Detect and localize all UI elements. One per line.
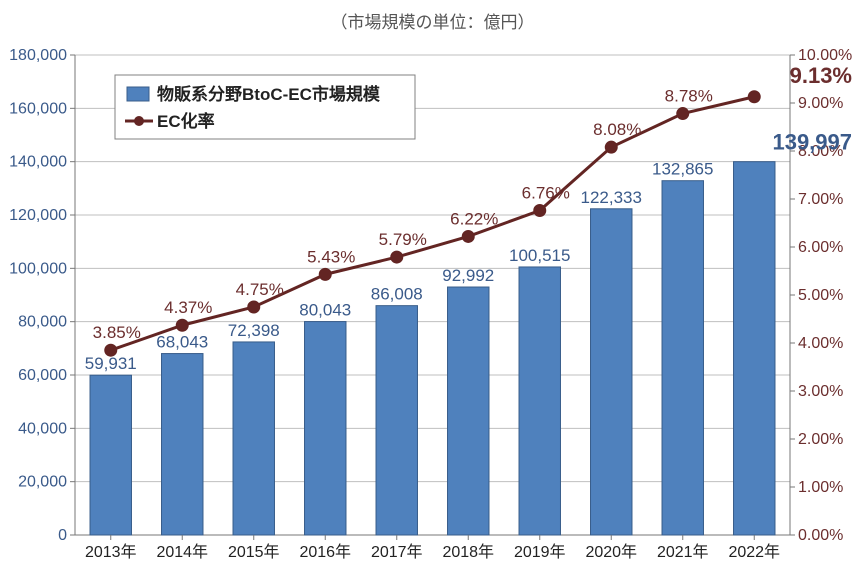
- bar: [662, 181, 703, 535]
- y2-tick-label: 4.00%: [798, 335, 843, 352]
- y1-tick-label: 60,000: [18, 367, 67, 384]
- bar-value-label: 92,992: [442, 266, 494, 285]
- x-tick-label: 2018年: [442, 543, 494, 561]
- bar: [448, 287, 489, 535]
- x-tick-label: 2017年: [371, 543, 423, 561]
- bar-value-label: 72,398: [228, 321, 280, 340]
- x-tick-label: 2021年: [657, 543, 709, 561]
- bar-value-label: 100,515: [509, 246, 570, 265]
- bar: [162, 354, 203, 535]
- line-marker: [391, 251, 403, 263]
- y2-tick-label: 2.00%: [798, 431, 843, 448]
- line-value-label: 4.75%: [236, 280, 284, 299]
- line-value-label: 6.76%: [522, 184, 570, 203]
- bar-value-label: 80,043: [299, 301, 351, 320]
- line-marker: [462, 230, 474, 242]
- line-marker: [534, 205, 546, 217]
- x-tick-label: 2015年: [228, 543, 280, 561]
- y2-tick-label: 3.00%: [798, 383, 843, 400]
- chart-svg: （市場規模の単位：億円） 0 20,000 40,000 60,000 80,000 100…: [0, 0, 856, 573]
- y1-tick-label: 160,000: [9, 100, 67, 117]
- legend-label-bar: 物販系分野BtoC-EC市場規模: [157, 84, 381, 104]
- bar-value-label: 122,333: [581, 188, 642, 207]
- bar-value-label: 68,043: [156, 333, 208, 352]
- chart-container: （市場規模の単位：億円） 0 20,000 40,000 60,000 80,000 100…: [0, 0, 856, 573]
- line-value-label: 5.79%: [379, 230, 427, 249]
- x-tick-label: 2013年: [85, 543, 137, 561]
- line-marker: [176, 319, 188, 331]
- y2-tick-label: 1.00%: [798, 479, 843, 496]
- line-value-label: 6.22%: [450, 209, 498, 228]
- bar-value-label: 86,008: [371, 285, 423, 304]
- y1-tick-label: 120,000: [9, 207, 67, 224]
- bar: [734, 162, 775, 535]
- legend-label-line: EC化率: [157, 111, 215, 131]
- line-marker: [319, 268, 331, 280]
- y2-tick-label: 0.00%: [798, 527, 843, 544]
- line-value-label: 4.37%: [164, 298, 212, 317]
- y1-tick-label: 100,000: [9, 260, 67, 277]
- y1-tick-label: 180,000: [9, 47, 67, 64]
- bar-value-label: 132,865: [652, 160, 713, 179]
- line-value-label-last: 9.13%: [790, 63, 852, 88]
- line-marker: [248, 301, 260, 313]
- bar-value-label: 59,931: [85, 354, 137, 373]
- x-tick-label: 2020年: [585, 543, 637, 561]
- line-value-label: 3.85%: [93, 323, 141, 342]
- y1-tick-label: 140,000: [9, 154, 67, 171]
- legend-swatch-marker: [134, 116, 144, 126]
- line-value-label: 5.43%: [307, 247, 355, 266]
- y2-tick-label: 10.00%: [798, 47, 852, 64]
- y2-tick-label: 9.00%: [798, 95, 843, 112]
- y1-tick-label: 0: [58, 527, 67, 544]
- line-marker: [677, 108, 689, 120]
- y2-tick-label: 5.00%: [798, 287, 843, 304]
- bar: [591, 209, 632, 535]
- x-tick-label: 2019年: [514, 543, 566, 561]
- line-marker: [105, 344, 117, 356]
- line-value-label: 8.78%: [665, 87, 713, 106]
- line-marker: [748, 91, 760, 103]
- legend-swatch-bar: [127, 87, 149, 101]
- bar: [519, 267, 560, 535]
- x-tick-label: 2014年: [156, 543, 208, 561]
- y1-tick-label: 20,000: [18, 474, 67, 491]
- line-value-label: 8.08%: [593, 120, 641, 139]
- bar: [233, 342, 274, 535]
- y2-tick-label: 7.00%: [798, 191, 843, 208]
- y1-tick-label: 80,000: [18, 314, 67, 331]
- bar-value-label-last: 139,997: [772, 130, 852, 155]
- bar: [376, 306, 417, 535]
- x-tick-label: 2022年: [728, 543, 780, 561]
- x-tick-label: 2016年: [299, 543, 351, 561]
- bar: [305, 322, 346, 535]
- y1-tick-label: 40,000: [18, 420, 67, 437]
- chart-title: （市場規模の単位：億円）: [331, 13, 535, 32]
- bar: [90, 375, 131, 535]
- line-marker: [605, 141, 617, 153]
- y2-tick-label: 6.00%: [798, 239, 843, 256]
